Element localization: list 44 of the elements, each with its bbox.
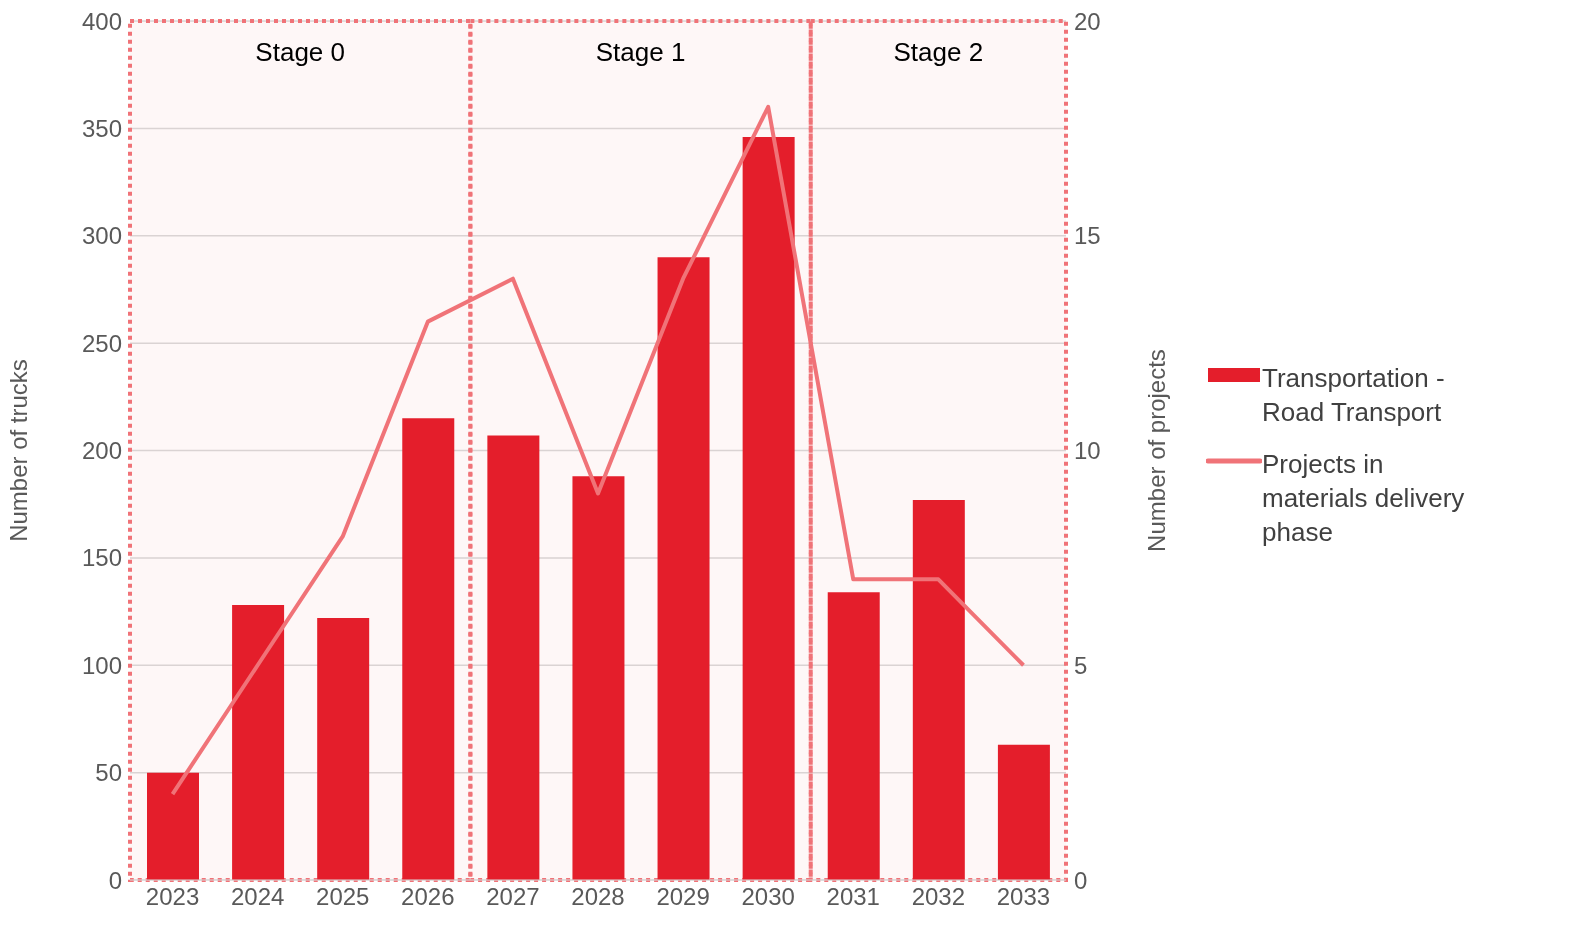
y2-tick-label: 0 — [1074, 866, 1088, 894]
x-tick-label: 2025 — [316, 883, 370, 911]
x-tick-label: 2032 — [911, 883, 966, 911]
line-series — [170, 104, 1026, 797]
y2-tick-label: 5 — [1074, 651, 1088, 679]
bar — [317, 618, 370, 880]
band-label: Stage 1 — [595, 37, 686, 68]
x-tick-label: 2029 — [656, 883, 710, 911]
x-tick-label: 2024 — [230, 883, 285, 911]
bar — [402, 418, 455, 880]
x-tick-label: 2026 — [401, 883, 455, 911]
bar — [827, 592, 880, 880]
bar — [572, 476, 625, 880]
bar — [657, 257, 710, 880]
band-label: Stage 2 — [893, 37, 984, 68]
y2-axis-title: Number of projects — [1142, 349, 1170, 552]
y-tick-label: 300 — [81, 222, 122, 250]
bar — [147, 772, 199, 880]
y2-tick-label: 10 — [1074, 437, 1101, 465]
y-tick-label: 150 — [81, 544, 122, 572]
x-tick-label: 2030 — [741, 883, 795, 911]
x-tick-label: 2027 — [486, 883, 540, 911]
bar — [742, 136, 795, 880]
band-label: Stage 0 — [255, 37, 345, 68]
bar — [487, 435, 540, 880]
y-tick-label: 400 — [81, 7, 122, 35]
y2-tick-label: 15 — [1074, 222, 1101, 250]
legend-label: Transportation - Road Transport — [1262, 362, 1446, 429]
x-tick-label: 2023 — [145, 883, 200, 911]
y-tick-label: 250 — [81, 329, 122, 357]
y-tick-label: 100 — [81, 651, 122, 679]
y-tick-label: 200 — [81, 437, 122, 465]
bar — [912, 499, 965, 880]
legend-label: Projects in materials delivery phase — [1262, 448, 1466, 549]
bar — [997, 744, 1050, 880]
x-tick-label: 2033 — [996, 883, 1051, 911]
bar — [232, 605, 285, 880]
x-tick-label: 2028 — [571, 883, 625, 911]
y2-tick-label: 20 — [1074, 7, 1101, 35]
y-tick-label: 50 — [95, 759, 122, 787]
y-axis-title: Number of trucks — [4, 359, 32, 542]
x-tick-label: 2031 — [826, 883, 880, 911]
y-tick-label: 350 — [81, 114, 122, 142]
y-tick-label: 0 — [108, 866, 122, 894]
